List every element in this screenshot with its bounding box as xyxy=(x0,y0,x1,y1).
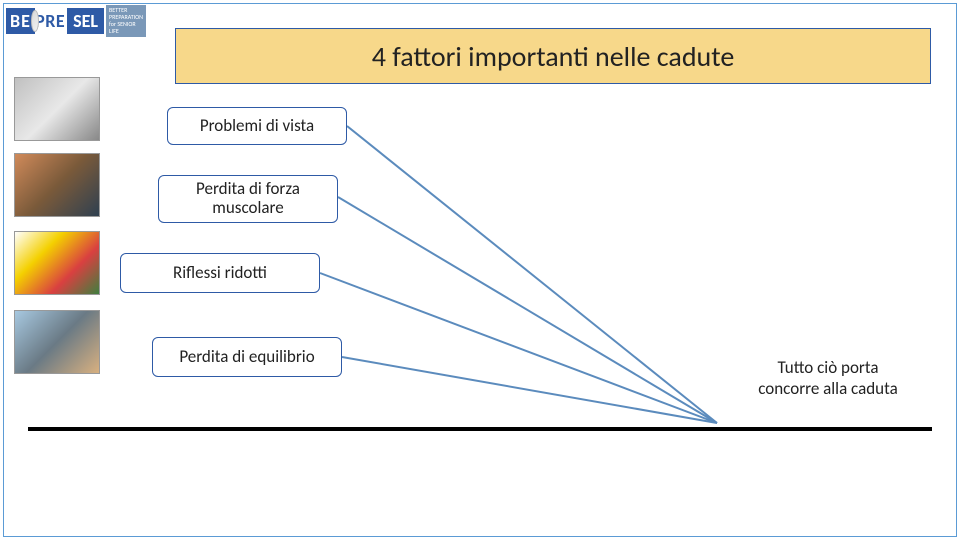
thumbnail-2 xyxy=(14,231,100,295)
conclusion-line1: Tutto ciò porta xyxy=(738,357,918,378)
thumbnail-0 xyxy=(14,77,100,141)
logo-tagline: BETTERPREPARATIONfor SENIORLIFE xyxy=(106,5,146,37)
title-box: 4 fattori importanti nelle cadute xyxy=(175,28,931,84)
factor-box-0: Problemi di vista xyxy=(167,107,347,145)
thumbnail-1 xyxy=(14,153,100,217)
factor-box-1: Perdita di forzamuscolare xyxy=(158,175,338,223)
factor-box-3: Perdita di equilibrio xyxy=(152,337,342,377)
factor-box-2: Riflessi ridotti xyxy=(120,253,320,293)
conclusion-text: Tutto ciò porta concorre alla caduta xyxy=(738,357,918,399)
logo-pre: PRE xyxy=(35,10,65,32)
title-text: 4 fattori importanti nelle cadute xyxy=(372,39,735,74)
logo: BE PRE SEL BETTERPREPARATIONfor SENIORLI… xyxy=(6,6,146,36)
conclusion-line2: concorre alla caduta xyxy=(738,378,918,399)
baseline xyxy=(28,427,932,431)
thumbnail-3 xyxy=(14,310,100,374)
logo-circle-icon xyxy=(31,10,39,32)
logo-sel: SEL xyxy=(67,8,104,34)
